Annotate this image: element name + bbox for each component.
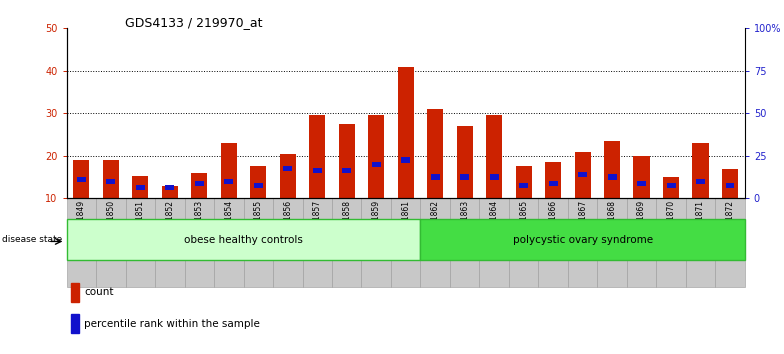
Bar [125, 198, 155, 287]
Text: polycystic ovary syndrome: polycystic ovary syndrome [513, 235, 653, 245]
Bar [391, 198, 420, 287]
Bar [339, 124, 355, 198]
Bar [224, 179, 233, 184]
Bar [283, 166, 292, 171]
Bar [637, 181, 646, 186]
Bar [250, 166, 267, 198]
Bar [67, 198, 96, 287]
Bar [726, 183, 735, 188]
Bar [214, 198, 244, 287]
Bar [427, 109, 443, 198]
Bar [568, 198, 597, 287]
Bar [696, 179, 705, 184]
Text: obese healthy controls: obese healthy controls [184, 235, 303, 245]
Bar [692, 143, 709, 198]
Bar [244, 198, 273, 287]
Bar [103, 160, 119, 198]
Bar [519, 183, 528, 188]
Bar [397, 67, 414, 198]
Bar [663, 177, 679, 198]
Bar [372, 162, 381, 167]
Bar [71, 314, 79, 333]
Bar [509, 198, 539, 287]
Bar [107, 179, 115, 184]
Bar [686, 198, 715, 287]
Bar [490, 175, 499, 179]
Text: count: count [84, 287, 114, 297]
Bar [420, 219, 745, 260]
Bar [420, 198, 450, 287]
Text: GDS4133 / 219970_at: GDS4133 / 219970_at [125, 16, 263, 29]
Bar [722, 169, 739, 198]
Bar [132, 176, 148, 198]
Bar [516, 166, 532, 198]
Bar [597, 198, 627, 287]
Text: percentile rank within the sample: percentile rank within the sample [84, 319, 260, 329]
Bar [401, 158, 410, 162]
Bar [656, 198, 686, 287]
Bar [361, 198, 391, 287]
Bar [73, 160, 89, 198]
Bar [303, 198, 332, 287]
Bar [195, 181, 204, 186]
Text: disease state: disease state [2, 235, 63, 244]
Bar [309, 115, 325, 198]
Bar [343, 168, 351, 173]
Bar [67, 219, 420, 260]
Bar [368, 115, 384, 198]
Bar [136, 185, 145, 190]
Bar [604, 141, 620, 198]
Bar [715, 198, 745, 287]
Bar [430, 175, 440, 179]
Bar [332, 198, 361, 287]
Bar [575, 152, 590, 198]
Bar [539, 198, 568, 287]
Bar [155, 198, 184, 287]
Bar [608, 175, 616, 179]
Bar [460, 175, 469, 179]
Bar [280, 154, 296, 198]
Bar [254, 183, 263, 188]
Bar [221, 143, 237, 198]
Bar [184, 198, 214, 287]
Bar [273, 198, 303, 287]
Bar [191, 173, 208, 198]
Bar [549, 181, 557, 186]
Bar [627, 198, 656, 287]
Bar [313, 168, 321, 173]
Bar [165, 185, 174, 190]
Bar [633, 156, 650, 198]
Bar [71, 282, 79, 302]
Bar [450, 198, 480, 287]
Bar [456, 126, 473, 198]
Bar [545, 162, 561, 198]
Bar [666, 183, 676, 188]
Bar [579, 172, 587, 177]
Bar [486, 115, 503, 198]
Bar [480, 198, 509, 287]
Bar [77, 177, 85, 182]
Bar [96, 198, 125, 287]
Bar [162, 186, 178, 198]
